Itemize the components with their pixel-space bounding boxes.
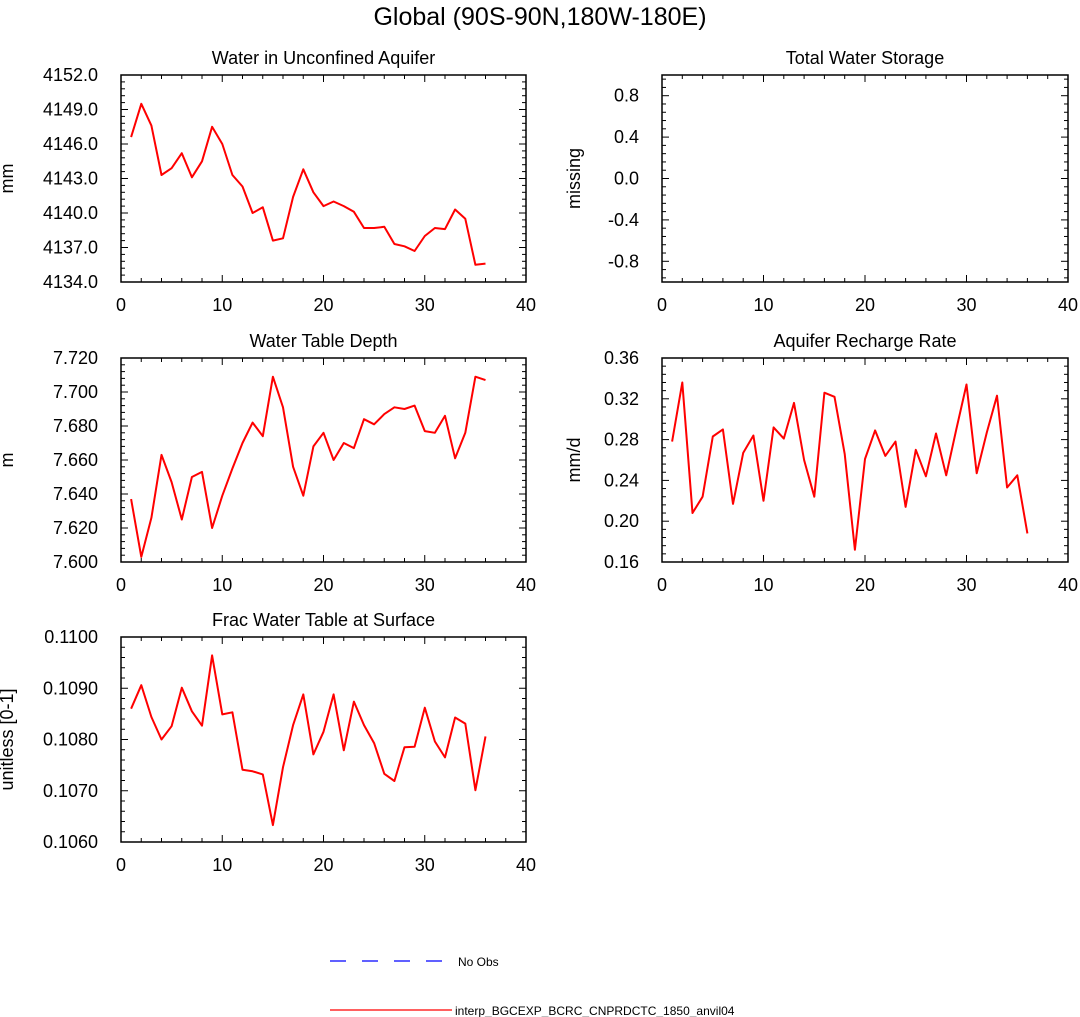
- x-tick-label: 0: [116, 295, 126, 315]
- y-tick-label: 0.1100: [44, 627, 98, 647]
- y-axis-label: mm: [0, 164, 17, 194]
- x-tick-label: 40: [516, 295, 536, 315]
- y-tick-label: 0.1090: [43, 678, 98, 698]
- x-tick-label: 10: [212, 855, 232, 875]
- y-tick-label: 0.36: [604, 348, 639, 368]
- model-series-line: [130, 654, 487, 827]
- x-tick-label: 30: [415, 295, 435, 315]
- x-tick-label: 20: [855, 575, 875, 595]
- chart-panel-1: Water in Unconfined Aquifer mm 0 10 20 30 40 41…: [0, 48, 536, 315]
- y-tick-label: 4152.0: [43, 65, 98, 85]
- x-tick-label: 40: [1058, 295, 1078, 315]
- y-tick-label: 7.640: [53, 484, 98, 504]
- chart-title: Aquifer Recharge Rate: [773, 331, 956, 351]
- y-tick-label: 7.660: [53, 450, 98, 470]
- chart-panel-5: Frac Water Table at Surface unitless [0-1…: [0, 610, 536, 875]
- main-title: Global (90S-90N,180W-180E): [373, 3, 707, 31]
- y-tick-label: 7.680: [53, 416, 98, 436]
- y-tick-label: 7.620: [53, 518, 98, 538]
- y-tick-label: 0.8: [614, 86, 639, 106]
- x-tick-label: 30: [415, 575, 435, 595]
- y-axis-label: m: [0, 453, 17, 468]
- legend: No Obs interp_BGCEXP_BCRC_CNPRDCTC_1850_a…: [330, 955, 735, 1017]
- y-tick-label: 0.32: [604, 389, 639, 409]
- y-tick-label: 7.600: [53, 552, 98, 572]
- x-tick-label: 10: [212, 295, 232, 315]
- x-tick-label: 10: [753, 295, 773, 315]
- model-series-line: [671, 381, 1029, 551]
- plot-frame: [661, 74, 1069, 283]
- y-tick-label: 0.24: [604, 470, 639, 490]
- chart-panel-3: Water Table Depth m 0 10 20 30 40 7.600 7.620 7.6…: [0, 331, 536, 595]
- y-tick-label: 7.720: [53, 348, 98, 368]
- x-tick-label: 20: [313, 855, 333, 875]
- y-axis-label: missing: [564, 148, 584, 209]
- x-tick-label: 30: [956, 295, 976, 315]
- y-tick-label: 0.28: [604, 430, 639, 450]
- y-tick-label: 4140.0: [43, 203, 98, 223]
- y-tick-label: 7.700: [53, 382, 98, 402]
- y-tick-label: 0.4: [614, 127, 639, 147]
- y-tick-label: 4143.0: [43, 169, 98, 189]
- y-axis-label: mm/d: [564, 438, 584, 483]
- model-series-line: [130, 102, 486, 266]
- y-tick-label: 0.20: [604, 511, 639, 531]
- x-tick-label: 20: [313, 295, 333, 315]
- y-tick-label: 0.0: [614, 169, 639, 189]
- y-tick-label: 4137.0: [43, 238, 98, 258]
- x-tick-label: 0: [657, 295, 667, 315]
- x-tick-label: 10: [212, 575, 232, 595]
- x-tick-label: 20: [313, 575, 333, 595]
- y-tick-label: 4134.0: [43, 272, 98, 292]
- x-tick-label: 0: [116, 855, 126, 875]
- y-tick-label: 0.1060: [43, 832, 98, 852]
- x-tick-label: 40: [516, 855, 536, 875]
- x-tick-label: 30: [956, 575, 976, 595]
- legend-obs-label: No Obs: [458, 955, 499, 969]
- plot-frame: [120, 74, 527, 283]
- legend-model-label: interp_BGCEXP_BCRC_CNPRDCTC_1850_anvil04: [455, 1004, 735, 1017]
- y-tick-label: -0.8: [608, 251, 639, 271]
- x-tick-label: 30: [415, 855, 435, 875]
- chart-title: Total Water Storage: [786, 48, 944, 68]
- model-series-line: [130, 375, 486, 558]
- y-tick-label: 0.16: [604, 552, 639, 572]
- plot-frame: [120, 357, 527, 563]
- x-tick-label: 20: [855, 295, 875, 315]
- y-tick-label: 4146.0: [43, 134, 98, 154]
- chart-title: Frac Water Table at Surface: [212, 610, 435, 630]
- chart-panel-2: Total Water Storage missing 0 10 20 30 40 -0.8 -…: [564, 48, 1078, 315]
- chart-title: Water in Unconfined Aquifer: [212, 48, 435, 68]
- y-tick-label: 0.1070: [43, 781, 98, 801]
- y-tick-label: 0.1080: [43, 730, 98, 750]
- x-tick-label: 40: [1058, 575, 1078, 595]
- plot-frame: [120, 636, 527, 843]
- chart-title: Water Table Depth: [249, 331, 397, 351]
- chart-panel-4: Aquifer Recharge Rate mm/d 0 10 20 30 40 0.16 0.…: [564, 331, 1078, 595]
- x-tick-label: 0: [116, 575, 126, 595]
- y-tick-label: 4149.0: [43, 100, 98, 120]
- y-axis-label: unitless [0-1]: [0, 688, 17, 790]
- x-tick-label: 10: [753, 575, 773, 595]
- x-tick-label: 0: [657, 575, 667, 595]
- y-tick-label: -0.4: [608, 210, 639, 230]
- x-tick-label: 40: [516, 575, 536, 595]
